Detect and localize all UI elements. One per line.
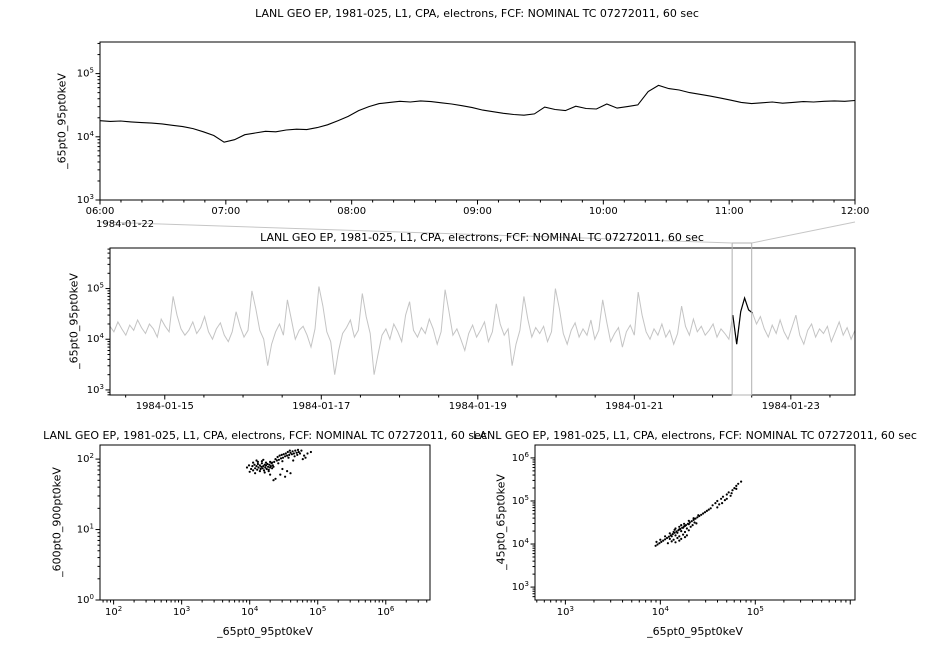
svg-text:1984-01-23: 1984-01-23: [762, 401, 820, 412]
plot-context-title: LANL GEO EP, 1981-025, L1, CPA, electron…: [260, 231, 704, 244]
plot-scatter-45-65[interactable]: 103 104 105 106 103 104 105: [512, 444, 856, 618]
context-selection-box[interactable]: [99, 221, 856, 396]
svg-text:12:00: 12:00: [841, 206, 870, 217]
svg-text:105: 105: [512, 494, 529, 507]
svg-text:106: 106: [377, 605, 395, 618]
plot-detail-title: LANL GEO EP, 1981-025, L1, CPA, electron…: [255, 7, 699, 20]
svg-text:104: 104: [652, 605, 670, 618]
plot-scatter2-ylabel: _45pt0_65pt0keV: [494, 474, 508, 570]
svg-text:106: 106: [512, 451, 530, 464]
svg-text:103: 103: [557, 605, 574, 618]
svg-text:104: 104: [241, 605, 259, 618]
svg-text:10:00: 10:00: [589, 206, 618, 217]
svg-text:11:00: 11:00: [715, 206, 744, 217]
svg-text:1984-01-19: 1984-01-19: [449, 401, 507, 412]
detail-context-date: 1984-01-22: [96, 219, 155, 230]
svg-text:105: 105: [309, 605, 326, 618]
svg-text:103: 103: [512, 580, 529, 593]
plot-scatter1-xlabel: _65pt0_95pt0keV: [217, 625, 313, 638]
svg-text:105: 105: [747, 605, 764, 618]
plot-context-timeseries[interactable]: 103 104 105 1984-01-15 1984-01-17 1984-01-19 1…: [87, 247, 856, 412]
svg-text:1984-01-21: 1984-01-21: [605, 401, 663, 412]
svg-text:102: 102: [77, 452, 94, 465]
svg-text:104: 104: [77, 130, 95, 143]
svg-text:104: 104: [87, 332, 105, 345]
svg-text:101: 101: [77, 523, 94, 536]
svg-text:104: 104: [512, 537, 530, 550]
plot-scatter2-title: LANL GEO EP, 1981-025, L1, CPA, electron…: [473, 429, 917, 442]
plot-context-ylabel: _65pt0_95pt0keV: [67, 273, 81, 369]
svg-text:1984-01-15: 1984-01-15: [136, 401, 194, 412]
svg-text:105: 105: [77, 67, 94, 80]
svg-text:102: 102: [105, 605, 122, 618]
svg-text:08:00: 08:00: [337, 206, 366, 217]
plot-scatter1-ylabel: _600pt0_900pt0keV: [50, 467, 64, 577]
plot-detail-timeseries[interactable]: 103 104 105 06:00 07:00 08:00 09:00 10:00 11:00 1…: [77, 41, 870, 217]
svg-text:100: 100: [77, 593, 94, 606]
plot-scatter1-title: LANL GEO EP, 1981-025, L1, CPA, electron…: [43, 429, 487, 442]
plot-scatter2-xlabel: _65pt0_95pt0keV: [647, 625, 743, 638]
plot-detail-ylabel: _65pt0_95pt0keV: [55, 73, 69, 169]
svg-text:103: 103: [173, 605, 190, 618]
svg-text:103: 103: [87, 383, 104, 396]
plot-scatter-600-900[interactable]: 100 101 102 102 103 104 105 106: [77, 444, 431, 618]
svg-text:103: 103: [77, 193, 94, 206]
svg-text:09:00: 09:00: [463, 206, 492, 217]
svg-text:07:00: 07:00: [211, 206, 240, 217]
svg-text:1984-01-17: 1984-01-17: [292, 401, 350, 412]
svg-text:06:00: 06:00: [86, 206, 115, 217]
svg-text:105: 105: [87, 282, 104, 295]
